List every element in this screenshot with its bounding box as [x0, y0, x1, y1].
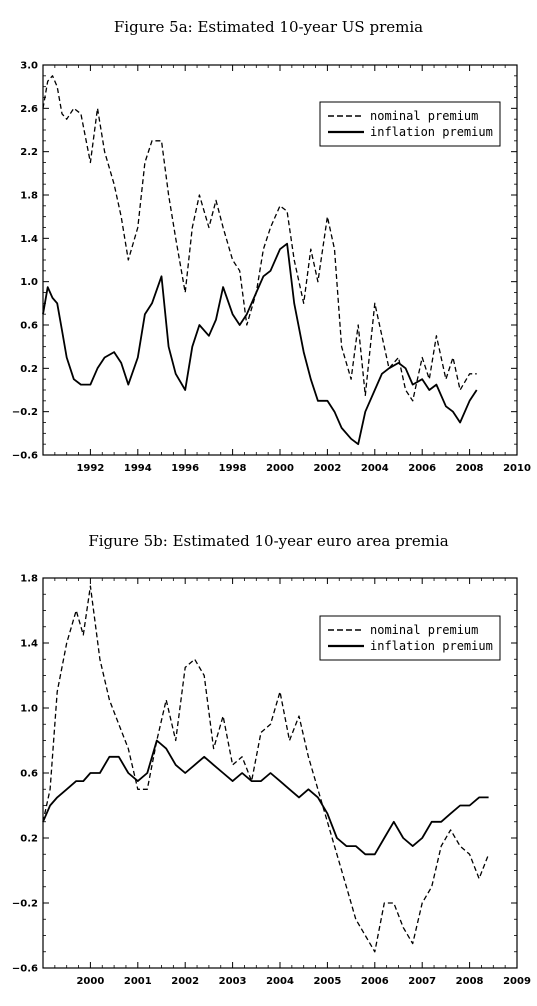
series-line-nominal-premium — [42, 585, 490, 953]
legend-box — [319, 615, 501, 661]
y-tick-label: 0.2 — [20, 364, 38, 375]
x-tick-label: 2004 — [266, 976, 294, 987]
series-line-nominal-premium — [42, 75, 477, 402]
legend-label: nominal premium — [370, 109, 478, 123]
chart-a-title: Figure 5a: Estimated 10-year US premia — [113, 18, 424, 36]
y-tick-label: 1.4 — [20, 234, 38, 245]
legend-label: inflation premium — [370, 639, 493, 653]
x-tick-label: 2004 — [361, 463, 389, 474]
y-tick-label: 1.4 — [20, 639, 38, 650]
x-tick-label: 2010 — [503, 463, 531, 474]
x-tick-label: 2005 — [313, 976, 341, 987]
legend-box — [319, 101, 501, 147]
y-tick-label: 1.0 — [20, 704, 38, 715]
y-tick-label: 0.2 — [20, 834, 38, 845]
x-tick-label: 2006 — [361, 976, 389, 987]
x-tick-label: 1998 — [219, 463, 247, 474]
x-tick-label: 1996 — [171, 463, 199, 474]
x-tick-label: 2007 — [408, 976, 436, 987]
y-tick-label: 1.8 — [20, 191, 38, 202]
y-tick-label: −0.2 — [12, 899, 38, 910]
x-tick-label: 2003 — [219, 976, 247, 987]
chart-b-title: Figure 5b: Estimated 10-year euro area p… — [88, 532, 449, 550]
y-tick-label: 2.6 — [20, 104, 38, 115]
x-tick-label: 2002 — [313, 463, 341, 474]
series-line-inflation-premium — [42, 739, 489, 856]
y-tick-label: 3.0 — [20, 61, 38, 72]
x-tick-label: 2008 — [456, 976, 484, 987]
x-tick-label: 2009 — [503, 976, 531, 987]
x-tick-label: 2000 — [76, 976, 104, 987]
y-tick-label: 0.6 — [20, 769, 38, 780]
y-tick-label: 0.6 — [20, 321, 38, 332]
legend-label: nominal premium — [370, 623, 478, 637]
y-tick-label: −0.2 — [12, 407, 38, 418]
legend-label: inflation premium — [370, 125, 493, 139]
x-tick-label: 2002 — [171, 976, 199, 987]
y-tick-label: 2.2 — [20, 147, 38, 158]
x-tick-label: 2006 — [408, 463, 436, 474]
y-tick-label: 1.8 — [20, 574, 38, 585]
series-line-inflation-premium — [42, 242, 478, 446]
y-tick-label: −0.6 — [12, 964, 38, 975]
x-tick-label: 2001 — [124, 976, 152, 987]
y-tick-label: 1.0 — [20, 277, 38, 288]
x-tick-label: 1992 — [76, 463, 104, 474]
y-tick-label: −0.6 — [12, 451, 38, 462]
x-tick-label: 1994 — [124, 463, 152, 474]
x-tick-label: 2008 — [456, 463, 484, 474]
x-tick-label: 2000 — [266, 463, 294, 474]
